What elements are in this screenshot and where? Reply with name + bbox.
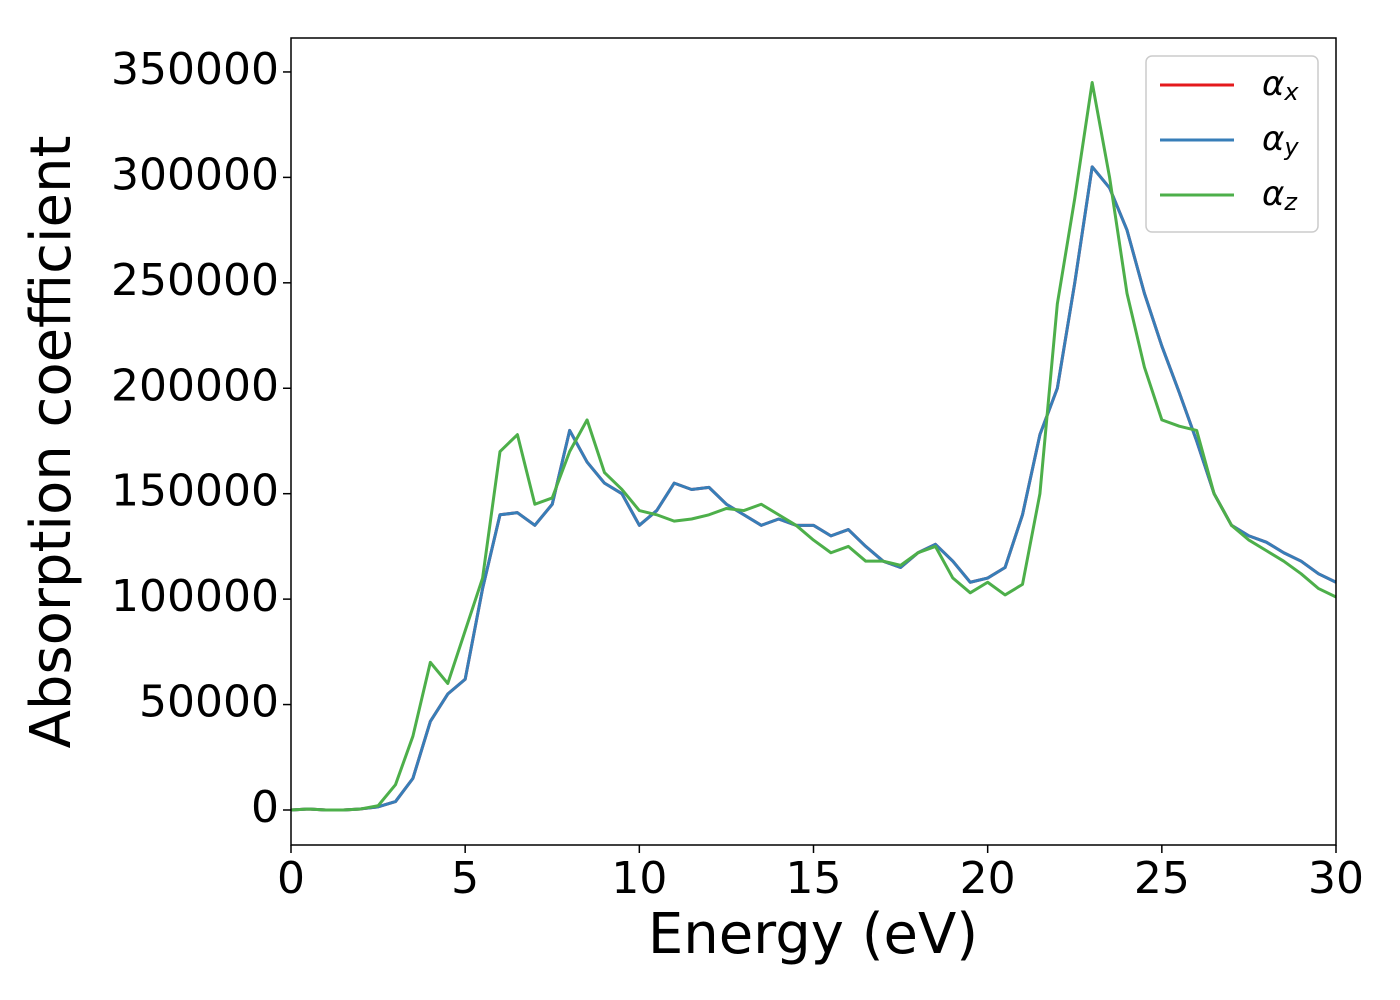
y-tick-label: 300000	[111, 149, 279, 200]
plot-frame	[290, 37, 1337, 846]
y-tick-label: 150000	[111, 466, 279, 517]
legend-label: αx	[1262, 64, 1299, 107]
y-tick-label: 100000	[111, 571, 279, 622]
x-tick-label: 25	[1134, 853, 1190, 904]
y-tick-label: 200000	[111, 360, 279, 411]
y-tick-label: 0	[251, 782, 279, 833]
x-tick-label: 5	[451, 853, 479, 904]
legend-label: αy	[1262, 119, 1299, 162]
legend-box	[1145, 55, 1319, 233]
x-tick-label: 10	[611, 853, 667, 904]
y-tick-label: 350000	[111, 44, 279, 95]
line-series	[290, 165, 1337, 812]
x-tick-label: 20	[960, 853, 1016, 904]
y-axis-label: Absorption coefficient	[19, 136, 84, 749]
x-axis-label: Energy (eV)	[648, 902, 978, 967]
y-tick-label: 50000	[139, 677, 279, 728]
legend-label: αz	[1262, 174, 1298, 217]
line-series	[290, 80, 1337, 812]
x-tick-label: 0	[277, 853, 305, 904]
line-series	[290, 165, 1337, 812]
x-tick-label: 30	[1308, 853, 1364, 904]
y-tick-label: 250000	[111, 255, 279, 306]
x-tick-label: 15	[786, 853, 842, 904]
